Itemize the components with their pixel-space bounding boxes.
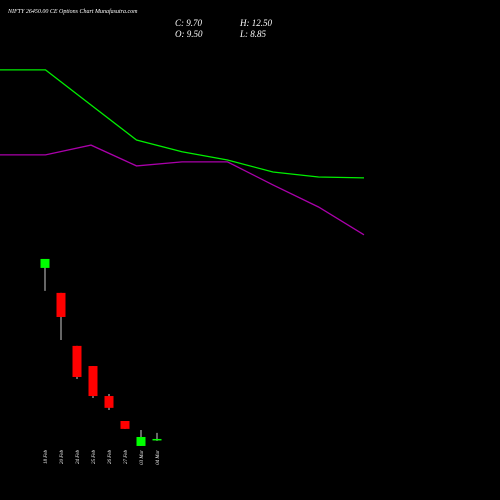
candle-body — [40, 258, 50, 268]
x-tick-label: 04 Mar — [156, 450, 161, 465]
ma-line — [0, 69, 365, 179]
ohlc-label: H: 12.50 — [239, 18, 272, 28]
candle-body — [56, 292, 66, 317]
x-tick-label: 18 Feb — [44, 450, 49, 465]
ma-line — [0, 144, 365, 236]
ohlc-label: L: 8.85 — [239, 29, 267, 39]
chart-title: NIFTY 26450.00 CE Options Chart Munafasu… — [7, 8, 138, 15]
ohlc-label: C: 9.70 — [175, 18, 203, 28]
candle-body — [152, 438, 162, 441]
x-tick-label: 03 Mar — [140, 450, 145, 465]
x-tick-label: 20 Feb — [60, 450, 65, 465]
candle-body — [104, 396, 114, 408]
candle-body — [136, 436, 146, 446]
candle-body — [72, 345, 82, 377]
candle-body — [88, 366, 98, 397]
x-tick-label: 26 Feb — [108, 450, 113, 465]
x-tick-label: 27 Feb — [124, 450, 129, 465]
x-tick-label: 24 Feb — [76, 450, 81, 465]
x-tick-label: 25 Feb — [92, 450, 97, 465]
ohlc-label: O: 9.50 — [175, 29, 203, 39]
candle-body — [120, 420, 130, 429]
